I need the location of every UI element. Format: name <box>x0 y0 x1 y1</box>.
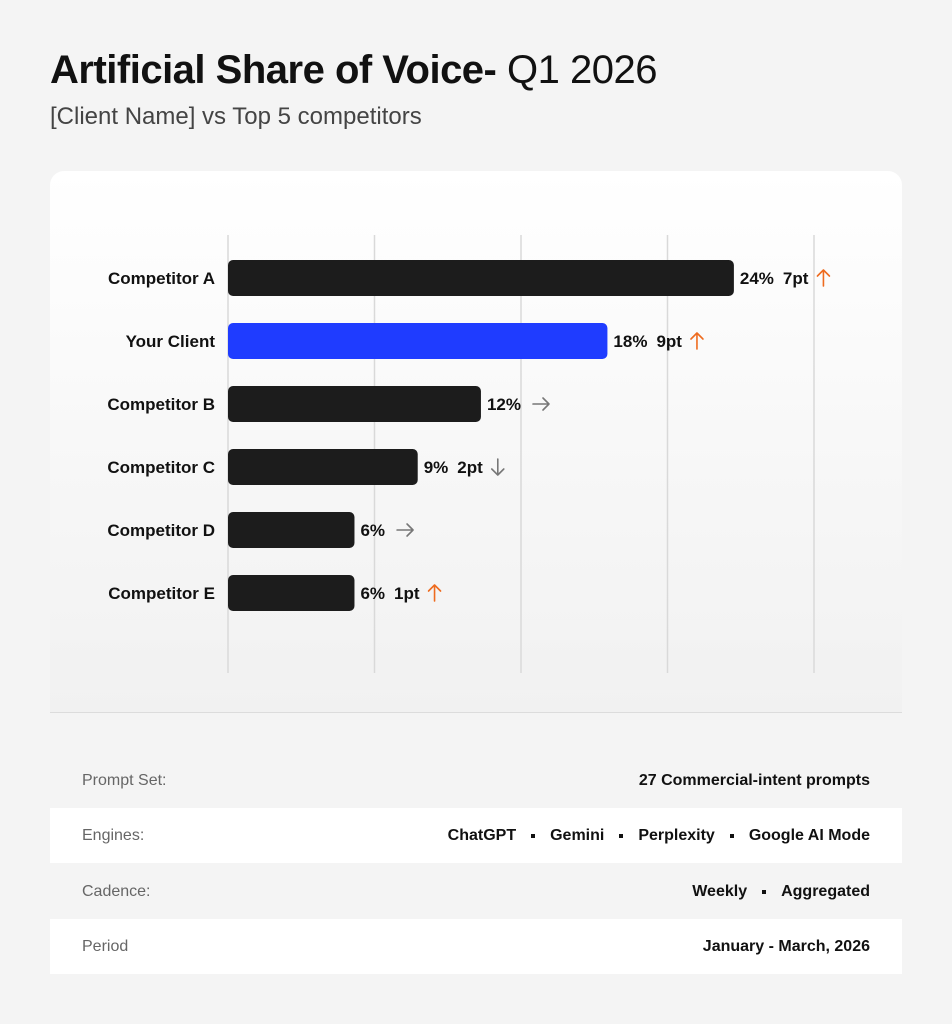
change-label: 7pt <box>783 269 809 288</box>
arrow-up-icon <box>427 584 442 602</box>
title-main: Artificial Share of Voice- <box>50 48 497 92</box>
separator-dot <box>729 833 734 838</box>
meta-value: Aggregated <box>781 882 870 900</box>
meta-row-cadence: Cadence: Weekly Aggregated <box>50 864 902 919</box>
meta-values: Weekly Aggregated <box>692 883 870 901</box>
meta-value: January - March, 2026 <box>702 937 870 955</box>
page-subtitle: [Client Name] vs Top 5 competitors <box>50 103 422 130</box>
arrow-up-icon <box>816 269 831 287</box>
meta-value: Perplexity <box>638 826 715 844</box>
meta-value: 27 Commercial-intent prompts <box>638 771 870 789</box>
meta-label: Engines: <box>82 826 145 844</box>
bar <box>228 260 734 296</box>
change-label: 2pt <box>457 458 483 477</box>
chart-card: Competitor A 24% 7pt Your Client 18% 9pt Compe… <box>50 171 902 712</box>
arrow-right-icon <box>396 523 414 537</box>
category-label: Competitor D <box>107 521 215 540</box>
change-label: 1pt <box>394 584 420 603</box>
bar <box>228 575 355 611</box>
separator-dot <box>531 833 536 838</box>
arrow-down-icon <box>490 458 505 476</box>
value-label: 18% <box>613 332 647 351</box>
meta-value: Weekly <box>692 882 748 900</box>
meta-value: Google AI Mode <box>748 826 870 844</box>
value-label: 9% <box>424 458 449 477</box>
arrow-up-icon <box>690 332 704 350</box>
arrow-right-icon <box>532 397 550 411</box>
bar <box>228 386 481 422</box>
value-label: 6% <box>360 584 385 603</box>
change-label: 9pt <box>656 332 682 351</box>
meta-values: ChatGPT Gemini Perplexity Google AI Mode <box>448 827 870 845</box>
category-label: Competitor B <box>107 395 215 414</box>
meta-row-engines: Engines: ChatGPT Gemini Perplexity Googl… <box>50 808 902 863</box>
meta-values: January - March, 2026 <box>703 938 870 956</box>
meta-label: Cadence: <box>82 882 151 900</box>
value-label: 12% <box>487 395 521 414</box>
bar <box>228 512 355 548</box>
separator-dot <box>619 833 624 838</box>
title-period: Q1 2026 <box>507 48 657 92</box>
meta-value: Gemini <box>550 826 605 844</box>
share-of-voice-chart: Competitor A 24% 7pt Your Client 18% 9pt Compe… <box>107 235 831 673</box>
page-title: Artificial Share of Voice- Q1 2026 <box>50 44 657 96</box>
category-label: Competitor E <box>108 584 215 603</box>
meta-values: 27 Commercial-intent prompts <box>639 772 870 790</box>
meta-label: Period <box>82 937 129 955</box>
bar-highlight <box>228 323 608 359</box>
category-label: Competitor A <box>108 269 215 288</box>
meta-row-period: Period January - March, 2026 <box>50 919 902 974</box>
bar <box>228 449 418 485</box>
category-label: Your Client <box>126 332 216 351</box>
separator-dot <box>762 889 767 894</box>
value-label: 6% <box>360 521 385 540</box>
meta-value: ChatGPT <box>447 826 517 844</box>
meta-row-prompt-set: Prompt Set: 27 Commercial-intent prompts <box>50 753 902 808</box>
category-label: Competitor C <box>107 458 215 477</box>
value-label: 24% <box>740 269 774 288</box>
divider <box>50 712 902 713</box>
meta-label: Prompt Set: <box>82 771 167 789</box>
